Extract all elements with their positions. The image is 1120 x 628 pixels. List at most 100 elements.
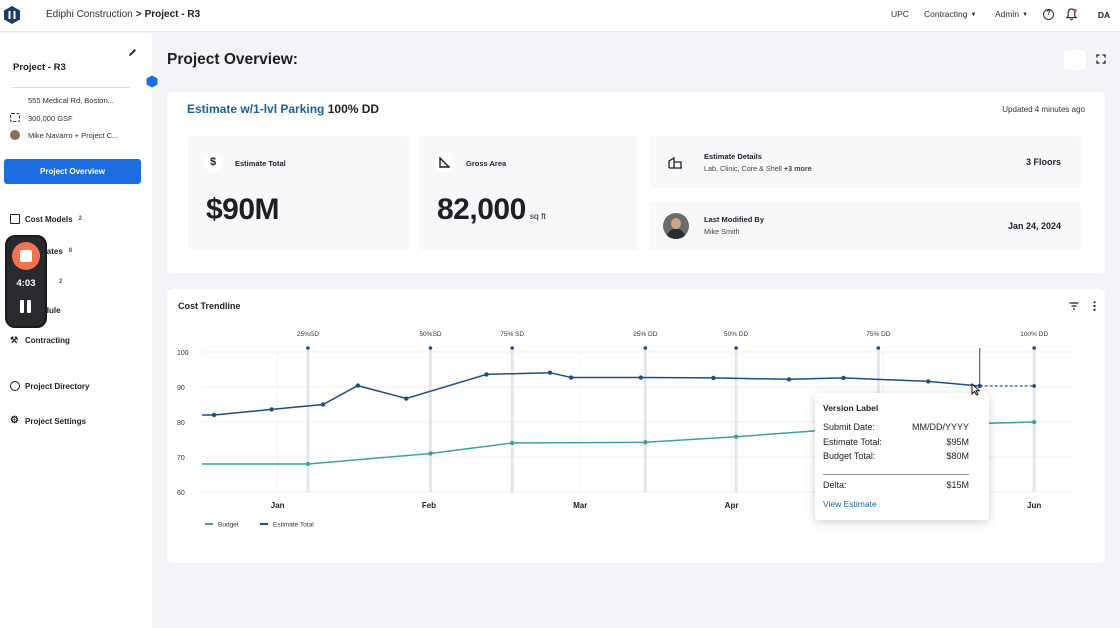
help-icon[interactable]: ? <box>1043 9 1054 20</box>
data-point[interactable] <box>733 434 739 439</box>
estimate-stage: 100% DD <box>327 102 380 116</box>
top-bar: Ediphi Construction > Project - R3 UPC Con… <box>0 0 1120 32</box>
data-point[interactable] <box>547 370 553 375</box>
sidebar-item-label: Cost Models <box>25 214 73 224</box>
milestone-label: 100% DD <box>1020 331 1048 338</box>
sidebar: Project - R3 555 Medical Rd, Boston... 3… <box>0 33 152 628</box>
data-point[interactable] <box>305 461 311 467</box>
stop-recording-button[interactable] <box>12 242 40 270</box>
modified-date: Jan 24, 2024 <box>1007 221 1061 231</box>
data-point[interactable] <box>320 402 326 407</box>
last-modified-label: Last Modified By <box>704 215 765 224</box>
sidebar-item-project-settings[interactable]: ⚙ Project Settings <box>10 416 86 426</box>
ruler-triangle-icon <box>434 152 454 172</box>
project-team: Mike Navarro + Project C... <box>10 130 140 140</box>
gavel-icon: ⚒ <box>10 335 19 345</box>
contracting-menu[interactable]: Contracting ▼ <box>924 9 976 19</box>
x-tick-label: Mar <box>573 501 587 510</box>
data-point[interactable] <box>211 412 217 418</box>
milestone-label: 25% DD <box>633 331 658 338</box>
collapse-handle-icon[interactable] <box>146 75 158 88</box>
x-tick-label: Apr <box>725 501 739 510</box>
y-tick-label: 80 <box>177 420 185 427</box>
count-badge: 2 <box>78 216 82 222</box>
more-link[interactable]: +3 more <box>783 164 812 173</box>
data-point[interactable] <box>355 383 361 388</box>
project-overview-button[interactable]: Project Overview <box>4 159 141 184</box>
legend-label[interactable]: Estimate Total <box>273 522 314 529</box>
contracting-menu-label: Contracting <box>924 9 968 19</box>
sidebar-project-title: Project - R3 <box>13 62 66 73</box>
legend-label[interactable]: Budget <box>218 522 239 529</box>
user-avatar[interactable]: DA <box>1092 3 1116 27</box>
sidebar-item-hidden[interactable]: 2 <box>10 277 62 287</box>
milestone-dot[interactable] <box>734 346 738 350</box>
data-point[interactable] <box>509 440 515 446</box>
milestone-dot[interactable] <box>876 346 881 350</box>
ediphi-logo-icon[interactable] <box>3 5 21 25</box>
data-point[interactable] <box>638 375 643 380</box>
tooltip-label: Budget Total: <box>823 451 876 461</box>
data-point[interactable] <box>428 451 433 456</box>
stop-icon <box>20 250 32 262</box>
view-estimate-link[interactable]: View Estimate <box>823 499 877 509</box>
sidebar-item-cost-models[interactable]: Cost Models 2 <box>10 214 82 224</box>
tooltip-title: Version Label <box>823 403 879 413</box>
data-point[interactable] <box>404 396 409 401</box>
data-point[interactable] <box>1032 384 1036 388</box>
milestone-dot[interactable] <box>428 346 433 350</box>
edit-pencil-icon[interactable] <box>128 48 137 57</box>
milestone-dot[interactable] <box>510 346 514 350</box>
area-icon <box>10 113 20 122</box>
breadcrumb-org[interactable]: Ediphi Construction <box>46 9 133 20</box>
admin-menu[interactable]: Admin ▼ <box>995 9 1028 19</box>
tooltip-value: $15M <box>946 480 969 490</box>
milestone-label: 50%SD <box>419 331 441 338</box>
data-point[interactable] <box>643 440 648 445</box>
sidebar-item-label: Project Directory <box>25 381 90 391</box>
estimate-total-label: Estimate Total <box>235 159 286 168</box>
filter-icon[interactable] <box>1069 302 1079 310</box>
project-area-text: 300,000 GSF <box>28 114 73 123</box>
project-area: 300,000 GSF <box>10 113 140 123</box>
estimate-title[interactable]: Estimate w/1-lvl Parking 100% DD <box>187 102 379 116</box>
breadcrumb: Ediphi Construction > Project - R3 <box>46 9 200 20</box>
tooltip-value: MM/DD/YYYY <box>911 422 969 432</box>
x-tick-label: Jun <box>1027 501 1041 510</box>
data-point[interactable] <box>484 372 489 377</box>
pause-icon[interactable] <box>20 300 32 313</box>
view-toggle-button[interactable] <box>1064 50 1086 70</box>
bell-icon[interactable] <box>1066 8 1077 21</box>
sidebar-item-contracting[interactable]: ⚒ Contracting <box>10 335 70 345</box>
buildings-icon <box>665 152 685 172</box>
upc-link[interactable]: UPC <box>891 9 909 19</box>
tooltip-estimate-row: Estimate Total: $95M <box>823 437 969 447</box>
sidebar-item-project-directory[interactable]: Project Directory <box>10 381 89 391</box>
breadcrumb-project[interactable]: Project - R3 <box>144 9 201 20</box>
more-vertical-icon[interactable] <box>1093 301 1096 311</box>
data-point[interactable] <box>841 375 846 381</box>
milestone-label: 25%SD <box>297 331 319 338</box>
data-point[interactable] <box>568 375 574 380</box>
page-title: Project Overview: <box>167 51 298 68</box>
data-point[interactable] <box>711 375 716 381</box>
data-point[interactable] <box>1031 419 1037 425</box>
count-badge: 2 <box>59 279 63 285</box>
tooltip-label: Estimate Total: <box>823 437 882 447</box>
milestone-dot[interactable] <box>306 346 310 350</box>
gross-area-tile: Gross Area 82,000 sq ft <box>419 136 638 250</box>
data-point[interactable] <box>786 377 792 382</box>
tooltip-label: Delta: <box>823 480 847 490</box>
tooltip-budget-row: Budget Total: $80M <box>823 451 969 461</box>
data-point[interactable] <box>926 379 931 384</box>
y-tick-label: 90 <box>177 385 185 392</box>
data-point[interactable] <box>269 407 274 412</box>
estimate-details-tile[interactable]: Estimate Details Lab, Clinic, Core & She… <box>649 136 1081 188</box>
project-address-text: 555 Medical Rd, Boston... <box>28 96 114 105</box>
milestone-dot[interactable] <box>1032 346 1036 350</box>
x-tick-label: Feb <box>422 501 436 510</box>
tooltip-value: $95M <box>946 437 969 447</box>
fullscreen-icon[interactable] <box>1096 54 1106 64</box>
milestone-dot[interactable] <box>643 346 648 350</box>
estimate-summary-card: Estimate w/1-lvl Parking 100% DD Updated… <box>167 92 1105 273</box>
